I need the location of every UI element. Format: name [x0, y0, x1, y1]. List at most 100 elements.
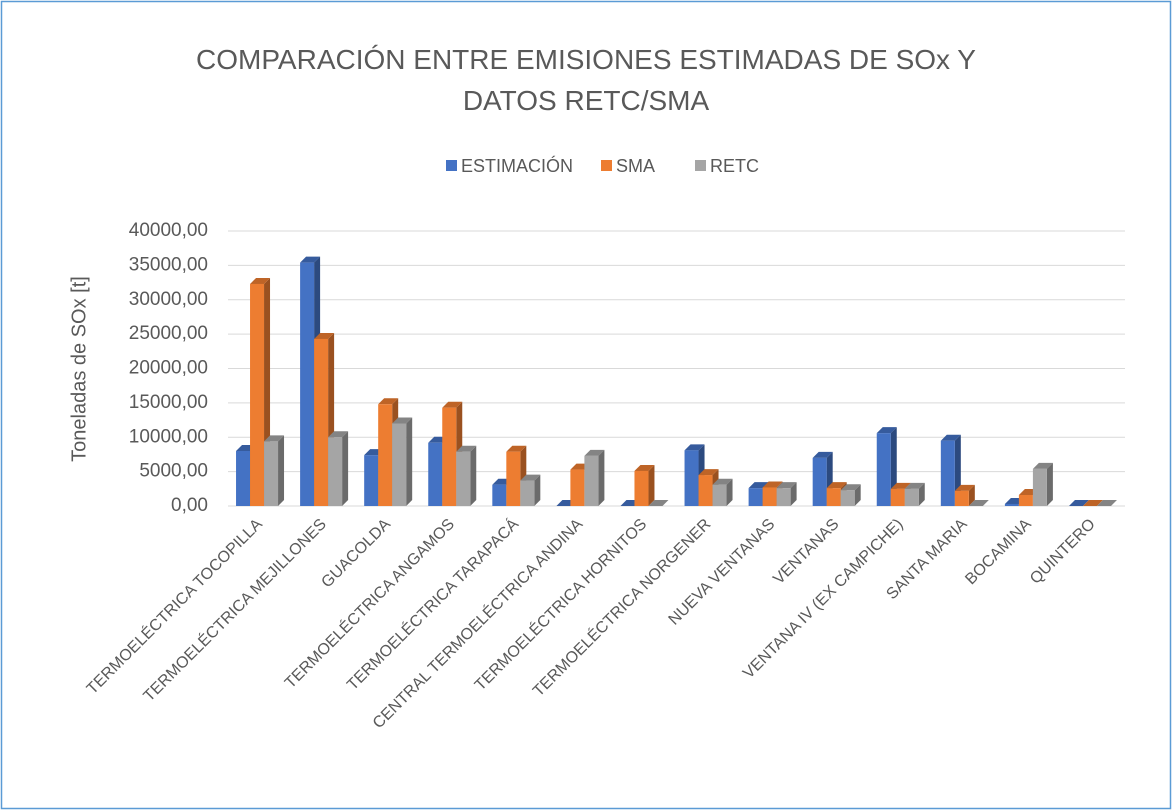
- bar: [1082, 500, 1103, 506]
- bar: [520, 474, 541, 506]
- bar-top: [840, 484, 861, 491]
- bar-front: [428, 442, 443, 506]
- bar-front: [328, 437, 343, 506]
- y-axis-label: Toneladas de SOx [t]: [68, 276, 90, 462]
- bar: [904, 482, 925, 506]
- bar-top: [904, 482, 925, 489]
- bar-top: [776, 482, 797, 489]
- legend-label: SMA: [616, 156, 655, 176]
- bar: [392, 417, 413, 506]
- bar-front: [634, 470, 649, 506]
- bar-front: [762, 487, 777, 506]
- bar-front: [378, 404, 393, 506]
- bar-front: [876, 433, 891, 506]
- bar-front: [940, 440, 955, 506]
- bar: [328, 431, 349, 506]
- bar-side: [918, 482, 925, 506]
- bar-front: [748, 488, 763, 506]
- bar-top: [1082, 500, 1103, 506]
- bar-top: [940, 434, 961, 441]
- bar-front: [300, 262, 315, 506]
- bar-top: [328, 431, 349, 438]
- bar-side: [406, 417, 413, 506]
- bar-front: [684, 450, 699, 506]
- bar-top: [812, 451, 833, 458]
- bar-top: [442, 401, 463, 408]
- bar-front: [840, 490, 855, 506]
- bar-top: [584, 449, 605, 456]
- bar-front: [392, 423, 407, 506]
- bar-front: [698, 475, 713, 506]
- y-tick-label: 15000,00: [129, 392, 208, 413]
- bar-front: [570, 469, 585, 506]
- bar-front: [250, 283, 265, 506]
- bar-side: [790, 482, 797, 506]
- bar: [634, 464, 655, 506]
- bar-top: [1096, 500, 1117, 506]
- y-tick-label: 10000,00: [129, 426, 208, 447]
- bar-top: [826, 482, 847, 489]
- bar-front: [364, 455, 379, 506]
- bar-front: [492, 484, 507, 506]
- bar-front: [1032, 468, 1047, 506]
- bar-side: [854, 484, 861, 506]
- y-tick-label: 5000,00: [139, 461, 208, 482]
- y-tick-label: 20000,00: [129, 358, 208, 379]
- y-tick-label: 35000,00: [129, 254, 208, 275]
- bar-side: [968, 484, 975, 506]
- bar-top: [968, 500, 989, 506]
- bar-top: [1032, 462, 1053, 469]
- bar-front: [584, 455, 599, 506]
- bar-top: [392, 417, 413, 424]
- bar-top: [378, 398, 399, 405]
- bar-front: [1004, 503, 1019, 506]
- bar: [954, 484, 975, 506]
- legend-label: ESTIMACIÓN: [461, 155, 573, 176]
- bar-top: [506, 445, 527, 452]
- bar-top: [314, 332, 335, 339]
- legend-swatch: [446, 160, 457, 171]
- bar-front: [890, 488, 905, 506]
- bar-front: [236, 451, 251, 506]
- bar: [968, 500, 989, 506]
- bar-front: [826, 488, 841, 506]
- bar-top: [634, 464, 655, 471]
- bar-front: [520, 480, 535, 506]
- bar-front: [456, 451, 471, 506]
- bar: [840, 484, 861, 506]
- bar: [584, 449, 605, 506]
- bar-top: [648, 500, 669, 506]
- bar-front: [954, 490, 969, 506]
- bar-front: [812, 457, 827, 506]
- bar-side: [648, 464, 655, 506]
- bar-top: [712, 478, 733, 485]
- y-tick-label: 40000,00: [129, 220, 208, 241]
- bar-front: [264, 441, 279, 506]
- bar: [1032, 462, 1053, 506]
- legend-label: RETC: [710, 156, 759, 176]
- y-tick-label: 30000,00: [129, 289, 208, 310]
- bar-top: [890, 482, 911, 489]
- bar-side: [1046, 462, 1053, 506]
- bar: [264, 435, 285, 506]
- bar-side: [342, 431, 349, 506]
- bar-top: [300, 256, 321, 263]
- bar: [776, 482, 797, 506]
- bar-front: [776, 488, 791, 506]
- bar-side: [470, 445, 477, 506]
- bar-front: [1018, 495, 1033, 506]
- y-tick-label: 25000,00: [129, 323, 208, 344]
- bar-front: [506, 451, 521, 506]
- bar: [1068, 500, 1089, 506]
- bar-top: [876, 427, 897, 434]
- bar-top: [456, 445, 477, 452]
- bar-top: [1068, 500, 1089, 506]
- bar-side: [534, 474, 541, 506]
- bar-side: [598, 449, 605, 506]
- bar-front: [314, 338, 329, 506]
- bar-top: [264, 435, 285, 442]
- bar-top: [698, 469, 719, 476]
- legend-swatch: [695, 160, 706, 171]
- bar-top: [250, 277, 271, 284]
